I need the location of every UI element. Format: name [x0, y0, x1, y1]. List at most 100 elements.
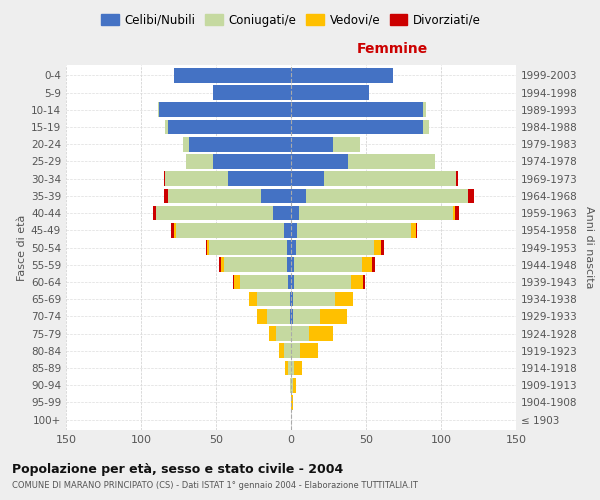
Bar [165, 120, 291, 134]
Bar [291, 154, 435, 168]
Bar [291, 206, 453, 220]
Bar [291, 360, 302, 376]
Bar [257, 292, 291, 306]
Bar [269, 326, 291, 341]
Bar [285, 360, 291, 376]
Bar [228, 172, 291, 186]
Bar [291, 344, 318, 358]
Bar [157, 102, 291, 117]
Bar [157, 102, 291, 117]
Bar [165, 120, 291, 134]
Bar [267, 309, 291, 324]
Bar [291, 274, 294, 289]
Bar [291, 102, 426, 117]
Bar [249, 292, 291, 306]
Bar [291, 309, 293, 324]
Bar [287, 240, 291, 255]
Bar [165, 172, 291, 186]
Bar [213, 85, 291, 100]
Bar [213, 85, 291, 100]
Bar [291, 102, 426, 117]
Bar [291, 68, 393, 82]
Bar [291, 206, 299, 220]
Bar [291, 223, 297, 238]
Bar [186, 154, 291, 168]
Bar [171, 223, 291, 238]
Bar [287, 258, 291, 272]
Bar [291, 154, 348, 168]
Bar [291, 344, 318, 358]
Text: Femmine: Femmine [356, 42, 428, 56]
Bar [291, 240, 381, 255]
Y-axis label: Fasce di età: Fasce di età [17, 214, 27, 280]
Bar [291, 188, 474, 203]
Bar [291, 378, 296, 392]
Bar [205, 240, 291, 255]
Bar [291, 172, 456, 186]
Bar [291, 120, 429, 134]
Bar [240, 274, 291, 289]
Bar [213, 85, 291, 100]
Bar [291, 172, 458, 186]
Bar [291, 137, 333, 152]
Bar [165, 120, 291, 134]
Bar [291, 154, 435, 168]
Text: COMUNE DI MARANO PRINCIPATO (CS) - Dati ISTAT 1° gennaio 2004 - Elaborazione TUT: COMUNE DI MARANO PRINCIPATO (CS) - Dati … [12, 481, 418, 490]
Bar [291, 85, 369, 100]
Bar [291, 326, 333, 341]
Bar [221, 258, 291, 272]
Bar [174, 68, 291, 82]
Bar [279, 344, 291, 358]
Bar [291, 137, 360, 152]
Bar [290, 378, 291, 392]
Bar [213, 154, 291, 168]
Bar [291, 309, 347, 324]
Bar [291, 188, 306, 203]
Bar [186, 154, 291, 168]
Bar [291, 292, 335, 306]
Bar [291, 326, 333, 341]
Bar [291, 274, 363, 289]
Bar [223, 258, 291, 272]
Bar [291, 85, 369, 100]
Bar [291, 223, 411, 238]
Bar [291, 292, 353, 306]
Bar [285, 360, 291, 376]
Bar [291, 292, 353, 306]
Y-axis label: Anni di nascita: Anni di nascita [584, 206, 594, 289]
Bar [174, 68, 291, 82]
Bar [219, 258, 291, 272]
Bar [291, 188, 468, 203]
Bar [284, 223, 291, 238]
Bar [291, 258, 361, 272]
Bar [290, 378, 291, 392]
Bar [291, 274, 351, 289]
Bar [291, 102, 426, 117]
Bar [291, 206, 455, 220]
Bar [163, 172, 291, 186]
Bar [291, 223, 417, 238]
Bar [290, 309, 291, 324]
Bar [207, 240, 291, 255]
Bar [291, 309, 320, 324]
Bar [159, 102, 291, 117]
Bar [183, 137, 291, 152]
Bar [186, 154, 291, 168]
Bar [174, 223, 291, 238]
Text: Popolazione per età, sesso e stato civile - 2004: Popolazione per età, sesso e stato civil… [12, 462, 343, 475]
Bar [176, 223, 291, 238]
Bar [291, 102, 423, 117]
Bar [183, 137, 291, 152]
Bar [291, 395, 293, 410]
Bar [269, 326, 291, 341]
Bar [291, 326, 309, 341]
Bar [291, 137, 360, 152]
Bar [156, 206, 291, 220]
Bar [290, 378, 291, 392]
Bar [279, 344, 291, 358]
Bar [174, 68, 291, 82]
Bar [257, 309, 291, 324]
Bar [156, 206, 291, 220]
Bar [291, 240, 373, 255]
Bar [291, 85, 369, 100]
